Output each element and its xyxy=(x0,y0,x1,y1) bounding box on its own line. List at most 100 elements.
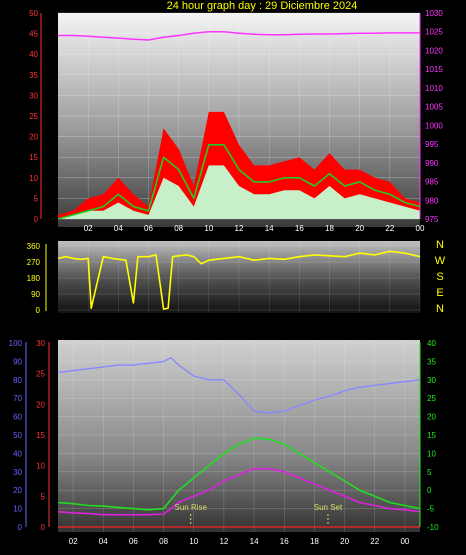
compass-label: W xyxy=(435,255,446,267)
x-tick-label: 06 xyxy=(129,537,138,546)
x-tick-label: 14 xyxy=(265,224,274,233)
y-tick-label: 10 xyxy=(29,174,38,183)
y-tick-label: 0 xyxy=(36,306,41,315)
sun-label: Sun Set xyxy=(314,503,343,512)
y2-tick-label: 1015 xyxy=(425,65,443,74)
y-tick-label: 45 xyxy=(29,30,38,39)
temperature-panel-background xyxy=(58,340,420,532)
humidity-tick-label: 90 xyxy=(13,357,22,366)
y2-tick-label: 995 xyxy=(425,140,439,149)
y-tick-label: 15 xyxy=(36,431,45,440)
temperature-panel-series xyxy=(57,357,421,528)
y-tick-label: 50 xyxy=(29,9,38,18)
x-tick-label: 10 xyxy=(204,224,213,233)
y2-tick-label: -5 xyxy=(427,505,435,514)
humidity-line xyxy=(57,357,421,414)
y-tick-label: 25 xyxy=(36,370,45,379)
y-tick-label: 40 xyxy=(29,50,38,59)
wind-time-ticks: 02 04 06 08 10 12 14 16 18 20 22 00 xyxy=(84,224,425,233)
y2-tick-label: 1000 xyxy=(425,121,443,130)
x-tick-label: 20 xyxy=(355,224,364,233)
y-tick-label: 90 xyxy=(31,290,40,299)
compass-label: N xyxy=(436,303,444,315)
y2-tick-label: 40 xyxy=(427,339,436,348)
y-tick-label: 5 xyxy=(34,194,39,203)
y2-tick-label: 990 xyxy=(425,159,439,168)
y2-tick-label: 30 xyxy=(427,376,436,385)
y2-tick-label: 1010 xyxy=(425,84,443,93)
y-tick-label: 30 xyxy=(36,339,45,348)
speed-area xyxy=(58,165,420,219)
y-tick-label: 20 xyxy=(29,133,38,142)
y2-tick-label: 975 xyxy=(425,215,439,224)
direction-panel-grid xyxy=(58,241,421,313)
humidity-tick-label: 70 xyxy=(13,394,22,403)
x-tick-label: 08 xyxy=(159,537,168,546)
y2-tick-label: 5 xyxy=(427,468,432,477)
x-tick-label: 00 xyxy=(400,537,409,546)
y-tick-label: 10 xyxy=(36,462,45,471)
y2-tick-label: 35 xyxy=(427,357,436,366)
y2-tick-label: 20 xyxy=(427,413,436,422)
dewpoint-line xyxy=(57,467,421,516)
x-tick-label: 08 xyxy=(174,224,183,233)
temperature-right-ticks: -10 -5 0 5 10 15 20 25 30 35 40 xyxy=(427,339,439,532)
humidity-tick-label: 40 xyxy=(13,449,22,458)
y-tick-label: 25 xyxy=(29,112,38,121)
x-tick-label: 06 xyxy=(144,224,153,233)
x-tick-label: 22 xyxy=(385,224,394,233)
x-tick-label: 16 xyxy=(280,537,289,546)
chart-title: 24 hour graph day : 29 Diciembre 2024 xyxy=(167,0,358,12)
y2-tick-label: 0 xyxy=(427,486,432,495)
sun-label: Sun Rise xyxy=(174,503,207,512)
humidity-tick-label: 20 xyxy=(13,486,22,495)
x-tick-label: 12 xyxy=(235,224,244,233)
y2-tick-label: 985 xyxy=(425,178,439,187)
y-tick-label: 15 xyxy=(29,153,38,162)
y-tick-label: 0 xyxy=(34,215,39,224)
x-tick-label: 02 xyxy=(69,537,78,546)
x-tick-label: 18 xyxy=(310,537,319,546)
y2-tick-label: -10 xyxy=(427,523,439,532)
compass-label: E xyxy=(436,287,443,299)
direction-line xyxy=(57,250,421,310)
y2-tick-label: 25 xyxy=(427,394,436,403)
y2-tick-label: 15 xyxy=(427,431,436,440)
humidity-tick-label: 50 xyxy=(13,431,22,440)
y2-tick-label: 10 xyxy=(427,449,436,458)
direction-axis-ticks: 0 90 180 270 360 xyxy=(27,242,41,315)
wind-axis-ticks: 0 5 10 15 20 25 30 35 40 45 50 xyxy=(29,9,38,224)
humidity-tick-label: 60 xyxy=(13,413,22,422)
compass-label: S xyxy=(436,271,443,283)
x-tick-label: 20 xyxy=(340,537,349,546)
y-tick-label: 180 xyxy=(27,274,41,283)
humidity-tick-label: 10 xyxy=(13,505,22,514)
y-tick-label: 30 xyxy=(29,91,38,100)
y2-tick-label: 1030 xyxy=(425,9,443,18)
y2-tick-label: 980 xyxy=(425,196,439,205)
x-tick-label: 00 xyxy=(416,224,425,233)
x-tick-label: 02 xyxy=(84,224,93,233)
x-tick-label: 04 xyxy=(99,537,108,546)
x-tick-label: 18 xyxy=(325,224,334,233)
humidity-tick-label: 80 xyxy=(13,376,22,385)
sun-annotations: Sun Rise Sun Set xyxy=(174,503,343,525)
y2-tick-label: 1025 xyxy=(425,28,443,37)
x-tick-label: 14 xyxy=(250,537,259,546)
pressure-line xyxy=(58,30,420,41)
y-tick-label: 5 xyxy=(41,492,46,501)
temperature-time-ticks: 02 04 06 08 10 12 14 16 18 20 22 00 xyxy=(69,537,410,546)
y-tick-label: 35 xyxy=(29,71,38,80)
y-tick-label: 0 xyxy=(41,523,46,532)
temperature-line xyxy=(57,437,421,511)
x-tick-label: 22 xyxy=(370,537,379,546)
humidity-tick-label: 100 xyxy=(9,339,23,348)
wind-panel-series xyxy=(57,30,421,220)
humidity-tick-label: 30 xyxy=(13,468,22,477)
y-tick-label: 270 xyxy=(27,258,41,267)
y2-tick-label: 1020 xyxy=(425,46,443,55)
x-tick-label: 12 xyxy=(219,537,228,546)
humidity-tick-label: 0 xyxy=(18,523,23,532)
